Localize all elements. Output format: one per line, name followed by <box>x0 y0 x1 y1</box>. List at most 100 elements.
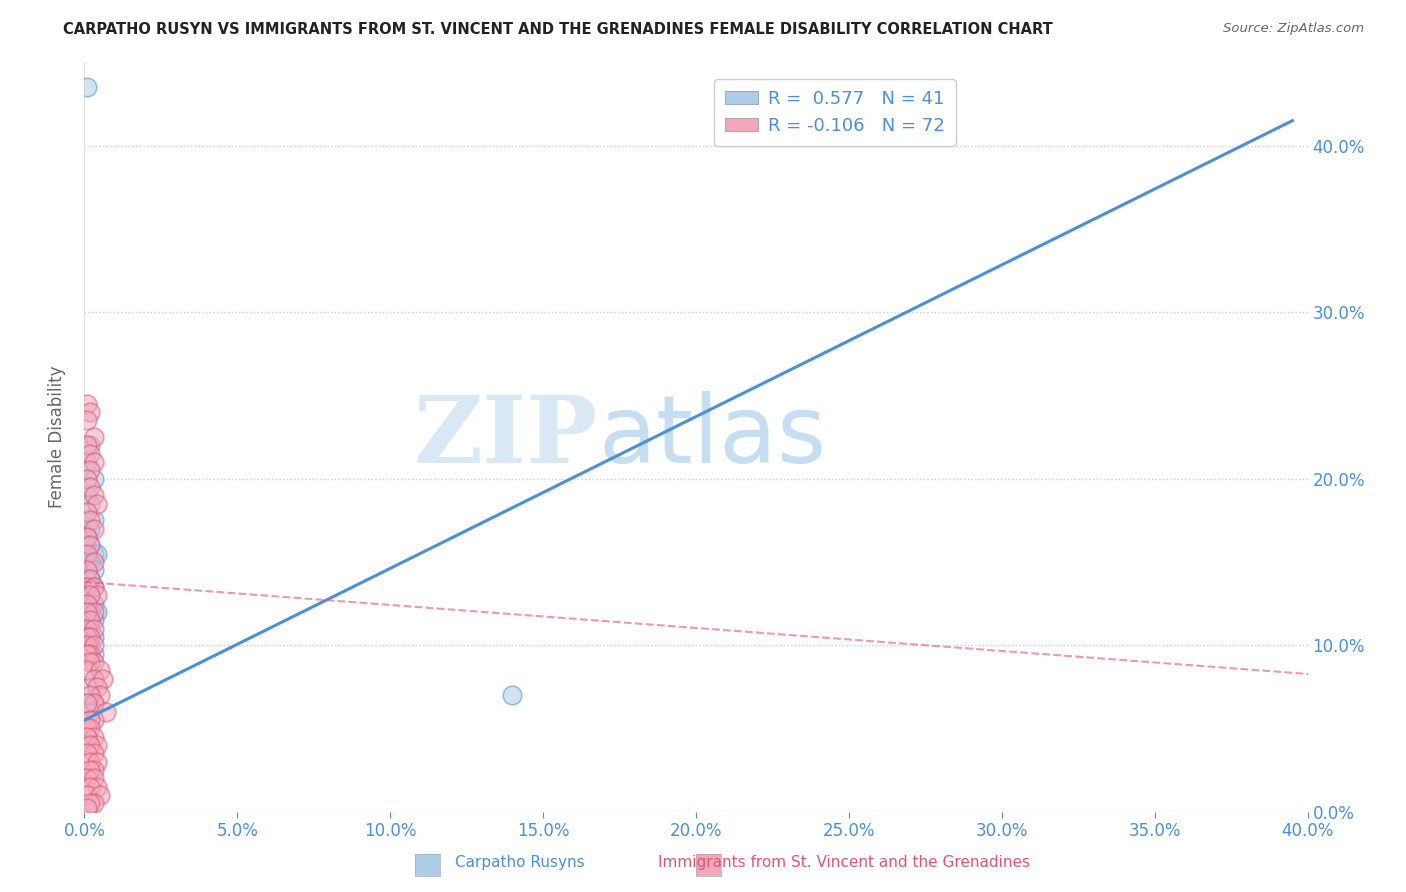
Point <box>83 697 105 711</box>
Point <box>76 472 98 486</box>
Point <box>83 580 105 594</box>
Point <box>83 613 105 627</box>
Point <box>83 763 105 777</box>
Point <box>76 747 98 761</box>
Point <box>79 572 101 586</box>
Point <box>76 580 98 594</box>
Point <box>83 622 105 636</box>
Point <box>76 622 98 636</box>
Point <box>76 555 98 569</box>
Point <box>79 513 101 527</box>
Point <box>89 663 111 677</box>
Point <box>86 605 108 619</box>
Point <box>79 538 101 552</box>
Point <box>76 580 98 594</box>
Point <box>83 522 105 536</box>
Point <box>76 80 98 95</box>
Point <box>79 780 101 794</box>
Point <box>76 722 98 736</box>
Point <box>76 397 98 411</box>
Point <box>83 747 105 761</box>
Point <box>76 597 98 611</box>
Point <box>76 488 98 502</box>
Point <box>76 788 98 802</box>
Point <box>83 513 105 527</box>
Point <box>83 455 105 469</box>
Text: atlas: atlas <box>598 391 827 483</box>
Text: ZIP: ZIP <box>413 392 598 482</box>
Point <box>83 580 105 594</box>
Point <box>79 655 101 669</box>
Point <box>502 688 524 702</box>
Point <box>76 455 98 469</box>
Point <box>76 530 98 544</box>
Point <box>83 672 105 686</box>
Point <box>76 572 98 586</box>
Point <box>83 488 105 502</box>
Point <box>79 613 101 627</box>
Point <box>76 697 98 711</box>
Point <box>76 772 98 786</box>
Point <box>76 630 98 644</box>
Point <box>83 605 105 619</box>
Point <box>83 638 105 652</box>
Point <box>91 672 114 686</box>
Point <box>76 638 98 652</box>
Point <box>76 563 98 577</box>
Point <box>76 801 98 815</box>
Point <box>76 730 98 744</box>
Point <box>79 588 101 602</box>
Point <box>89 788 111 802</box>
Point <box>76 605 98 619</box>
Point <box>94 705 117 719</box>
Point <box>76 597 98 611</box>
Point <box>83 730 105 744</box>
Point <box>83 555 105 569</box>
Point <box>79 438 101 452</box>
Point <box>83 547 105 561</box>
Point <box>83 797 105 811</box>
Point <box>76 622 98 636</box>
Point <box>83 647 105 661</box>
Point <box>79 763 101 777</box>
Point <box>79 588 101 602</box>
Point <box>89 688 111 702</box>
Point <box>76 413 98 427</box>
Point <box>86 738 108 752</box>
Point <box>79 755 101 769</box>
Point <box>76 613 98 627</box>
Point <box>79 622 101 636</box>
Point <box>86 755 108 769</box>
Point <box>79 497 101 511</box>
Point <box>79 722 101 736</box>
Point <box>83 597 105 611</box>
Point <box>86 588 108 602</box>
Point <box>79 797 101 811</box>
Point <box>79 480 101 494</box>
Point <box>79 630 101 644</box>
Point <box>83 430 105 444</box>
Text: Immigrants from St. Vincent and the Grenadines: Immigrants from St. Vincent and the Gren… <box>658 855 1029 870</box>
Point <box>86 780 108 794</box>
Point <box>76 530 98 544</box>
Point <box>79 680 101 694</box>
Y-axis label: Female Disability: Female Disability <box>48 366 66 508</box>
Point <box>76 547 98 561</box>
Point <box>86 547 108 561</box>
Text: Source: ZipAtlas.com: Source: ZipAtlas.com <box>1223 22 1364 36</box>
Point <box>83 655 105 669</box>
Point <box>79 463 101 477</box>
Point <box>76 697 98 711</box>
Point <box>79 538 101 552</box>
Text: CARPATHO RUSYN VS IMMIGRANTS FROM ST. VINCENT AND THE GRENADINES FEMALE DISABILI: CARPATHO RUSYN VS IMMIGRANTS FROM ST. VI… <box>63 22 1053 37</box>
Point <box>83 713 105 727</box>
Point <box>79 647 101 661</box>
Text: Carpatho Rusyns: Carpatho Rusyns <box>456 855 585 870</box>
Point <box>79 738 101 752</box>
Point <box>86 497 108 511</box>
Point <box>83 563 105 577</box>
Point <box>79 405 101 419</box>
Point <box>76 647 98 661</box>
Point <box>79 447 101 461</box>
Point <box>76 663 98 677</box>
